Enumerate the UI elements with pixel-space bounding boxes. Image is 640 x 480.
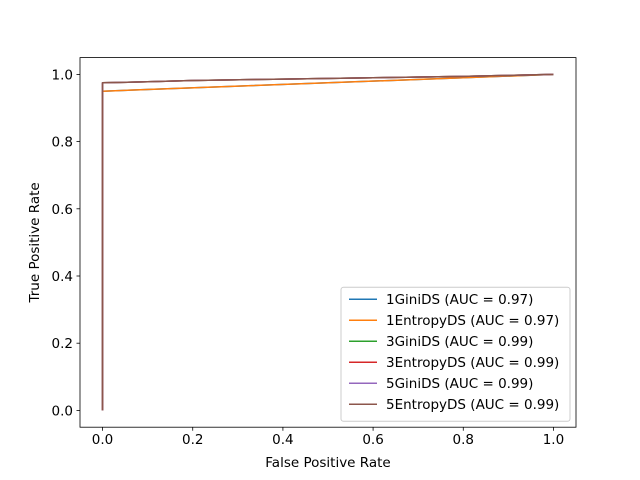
x-axis-label: False Positive Rate: [265, 455, 390, 471]
legend-label: 5GiniDS (AUC = 0.99): [386, 376, 533, 392]
series-lines: [101, 73, 554, 411]
x-axis-ticks: 0.0 0.2 0.4 0.6 0.8 1.0: [92, 427, 564, 448]
y-axis-label: True Positive Rate: [27, 182, 43, 303]
series-line-6: [101, 73, 554, 411]
x-tick-label: 0.8: [453, 432, 474, 448]
x-tick-label: 0.2: [182, 432, 203, 448]
y-tick-label: 0.2: [52, 336, 73, 352]
x-tick-label: 1.0: [543, 432, 564, 448]
legend-label: 1GiniDS (AUC = 0.97): [386, 292, 533, 308]
y-tick-label: 0.6: [52, 202, 73, 218]
y-axis-ticks: 0.0 0.2 0.4 0.6 0.8 1.0: [52, 67, 80, 419]
y-tick-label: 1.0: [52, 67, 73, 83]
x-tick-label: 0.6: [362, 432, 383, 448]
legend-label: 5EntropyDS (AUC = 0.99): [386, 397, 559, 413]
legend-box: [340, 286, 571, 422]
legend-label: 3EntropyDS (AUC = 0.99): [386, 355, 559, 371]
legend: 1GiniDS (AUC = 0.97) 1EntropyDS (AUC = 0.…: [340, 286, 571, 422]
y-tick-label: 0.4: [52, 269, 73, 285]
y-tick-label: 0.0: [52, 403, 73, 419]
legend-label: 1EntropyDS (AUC = 0.97): [386, 313, 559, 329]
x-tick-label: 0.4: [272, 432, 293, 448]
x-tick-label: 0.0: [92, 432, 113, 448]
y-tick-label: 0.8: [52, 135, 73, 151]
legend-label: 3GiniDS (AUC = 0.99): [386, 334, 533, 350]
axes-frame: [79, 57, 577, 428]
